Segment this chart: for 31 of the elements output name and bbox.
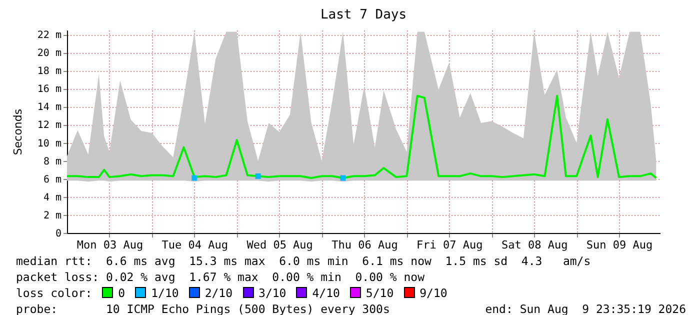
x-tick-label: Tue 04 Aug (162, 238, 228, 252)
y-tick-label: 6 m (43, 174, 62, 186)
y-tick-label: 2 m (43, 210, 62, 222)
text: median rtt: 6.6 ms avg 15.3 ms max 6.0 ms min 6.1 ms now 1.5 ms sd 4.3 am/s (16, 253, 592, 269)
legend-label: 2/10 (204, 286, 233, 300)
legend-label: 1/10 (151, 286, 179, 300)
x-tick-label: Sat 08 Aug (501, 238, 568, 252)
y-tick-label: 0 (55, 228, 62, 240)
y-tick-label: 16 m (37, 84, 62, 96)
legend-label: 4/10 (312, 286, 340, 300)
y-tick-label: 14 m (37, 102, 62, 114)
y-tick-label: 12 m (37, 120, 62, 132)
x-tick-label: Wed 05 Aug (246, 238, 313, 252)
legend-label: 3/10 (258, 286, 286, 300)
text: packet loss: 0.02 % avg 1.67 % max 0.00 % min 0.00 % now (16, 269, 426, 285)
x-tick-label: Sun 09 Aug (586, 238, 653, 252)
y-tick-label: 18 m (37, 66, 62, 78)
x-tick-label: Thu 06 Aug (332, 238, 398, 252)
y-tick-label: 22 m (37, 30, 62, 42)
x-tick-label: Mon 03 Aug (76, 238, 144, 252)
legend-title: loss color: (16, 286, 92, 300)
y-tick-label: 4 m (43, 192, 62, 204)
y-axis-title: Seconds (11, 108, 24, 156)
x-tick-label: Fri 07 Aug (416, 238, 483, 252)
y-tick-label: 8 m (43, 156, 62, 168)
legend-label: 5/10 (366, 286, 394, 300)
legend-label: 9/10 (420, 286, 448, 300)
chart-title: Last 7 Days (320, 8, 407, 23)
y-tick-label: 10 m (37, 138, 62, 150)
y-tick-label: 20 m (37, 48, 62, 60)
legend-label: 0 (118, 286, 126, 300)
